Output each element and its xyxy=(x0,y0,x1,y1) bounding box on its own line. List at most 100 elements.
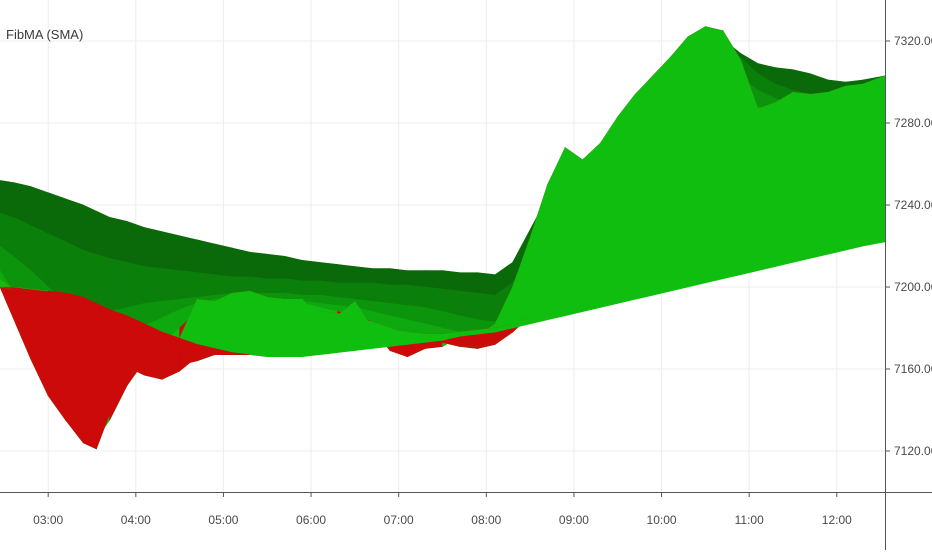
band-segment-9 xyxy=(266,352,286,358)
band-segment-1 xyxy=(196,272,215,298)
band-segment-1 xyxy=(459,290,478,321)
band-segment-0 xyxy=(249,251,268,280)
band-segment-0 xyxy=(442,270,461,292)
band-segment-6 xyxy=(757,141,776,175)
x-tick-label: 11:00 xyxy=(735,513,764,527)
band-segment-1 xyxy=(389,284,408,306)
band-segment-7 xyxy=(827,153,846,192)
band-segment-1 xyxy=(231,276,251,294)
band-segment-0 xyxy=(354,266,373,284)
band-segment-1 xyxy=(319,280,338,298)
band-segment-0 xyxy=(214,243,233,278)
band-segment-8 xyxy=(722,218,741,267)
band-segment-9 xyxy=(845,225,864,251)
band-segment-0 xyxy=(179,235,198,273)
band-segment-8 xyxy=(266,342,286,353)
band-segment-0 xyxy=(65,198,84,251)
band-segment-1 xyxy=(442,288,461,317)
band-segment-5 xyxy=(599,115,619,247)
band-segment-5 xyxy=(582,142,601,264)
band-segment-0 xyxy=(389,268,408,286)
band-segment-8 xyxy=(810,190,829,239)
band-segment-5 xyxy=(757,102,776,144)
band-segment-0 xyxy=(266,253,286,280)
band-segment-0 xyxy=(47,192,67,243)
band-segment-0 xyxy=(319,262,338,284)
band-segment-0 xyxy=(301,260,321,282)
band-segment-7 xyxy=(740,173,759,220)
band-segment-0 xyxy=(407,270,426,288)
band-segment-5 xyxy=(722,29,741,155)
band-segment-0 xyxy=(109,216,128,263)
band-segment-5 xyxy=(617,93,636,231)
band-segment-7 xyxy=(845,149,864,187)
band-segment-0 xyxy=(231,247,251,278)
band-segment-6 xyxy=(459,335,478,347)
band-segment-1 xyxy=(179,270,198,300)
band-segment-0 xyxy=(161,231,180,271)
band-segment-7 xyxy=(301,323,321,339)
band-segment-1 xyxy=(126,262,145,308)
band-segment-9 xyxy=(827,229,846,255)
band-segment-1 xyxy=(109,257,128,312)
x-tick-label: 10:00 xyxy=(647,513,677,527)
band-segment-1 xyxy=(144,266,163,304)
band-segment-6 xyxy=(810,134,829,163)
band-segment-8 xyxy=(827,186,846,235)
band-segment-0 xyxy=(0,180,14,218)
band-segment-5 xyxy=(827,85,846,136)
band-segment-1 xyxy=(266,278,286,294)
band-segment-6 xyxy=(319,311,338,325)
band-segment-0 xyxy=(477,272,496,296)
band-segment-5 xyxy=(792,91,811,140)
band-segment-8 xyxy=(792,196,811,245)
band-segment-8 xyxy=(862,175,886,226)
indicator-title: FibMA (SMA) xyxy=(6,27,84,42)
band-segment-0 xyxy=(82,204,97,255)
band-segment-7 xyxy=(810,157,829,198)
band-segment-8 xyxy=(301,335,321,351)
x-tick-label: 12:00 xyxy=(822,513,852,527)
band-segment-7 xyxy=(792,161,811,202)
band-segment-5 xyxy=(82,327,97,450)
band-segment-5 xyxy=(705,26,724,163)
band-segment-8 xyxy=(757,206,776,257)
band-segment-8 xyxy=(705,227,724,274)
band-segment-8 xyxy=(319,333,338,349)
x-tick-label: 04:00 xyxy=(121,513,151,527)
band-segment-1 xyxy=(301,280,321,296)
x-tick-label: 05:00 xyxy=(208,513,238,527)
band-segment-7 xyxy=(862,143,886,183)
band-segment-0 xyxy=(459,272,478,294)
band-segment-6 xyxy=(792,137,811,167)
band-segment-7 xyxy=(757,169,776,214)
band-segment-5 xyxy=(845,83,864,134)
band-segment-5 xyxy=(564,147,584,280)
band-segment-5 xyxy=(862,75,886,130)
band-segment-6 xyxy=(775,139,794,171)
band-segment-5 xyxy=(96,339,110,450)
band-segment-0 xyxy=(424,270,443,290)
band-segment-0 xyxy=(284,255,303,282)
band-segment-0 xyxy=(196,239,215,276)
band-segment-8 xyxy=(845,182,864,230)
x-tick-label: 06:00 xyxy=(296,513,326,527)
band-segment-5 xyxy=(652,56,671,200)
x-tick-label: 03:00 xyxy=(33,513,63,527)
band-segment-1 xyxy=(284,278,303,296)
band-segment-1 xyxy=(249,276,268,294)
band-segment-7 xyxy=(337,323,356,335)
band-segment-8 xyxy=(740,212,759,261)
band-segment-5 xyxy=(284,298,303,314)
band-segment-5 xyxy=(65,313,84,444)
band-segment-5 xyxy=(687,26,706,173)
fib-ma-bands xyxy=(0,26,886,450)
band-segment-9 xyxy=(231,352,250,355)
band-segment-5 xyxy=(634,75,654,214)
band-segment-1 xyxy=(407,284,426,308)
y-tick-label: 7320.00 xyxy=(894,34,932,48)
band-segment-1 xyxy=(161,268,180,302)
band-segment-9 xyxy=(810,233,829,259)
band-segment-5 xyxy=(547,147,566,299)
